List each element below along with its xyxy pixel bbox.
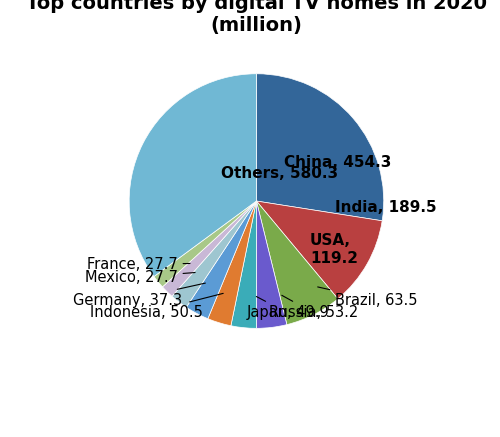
Wedge shape: [208, 201, 256, 326]
Wedge shape: [172, 201, 256, 307]
Text: Others, 580.3: Others, 580.3: [221, 166, 338, 180]
Wedge shape: [231, 201, 256, 328]
Wedge shape: [256, 201, 382, 299]
Text: Indonesia, 50.5: Indonesia, 50.5: [90, 293, 223, 320]
Text: Mexico, 27.7: Mexico, 27.7: [84, 270, 195, 285]
Wedge shape: [129, 74, 256, 277]
Text: Japan, 49.9: Japan, 49.9: [246, 297, 329, 320]
Wedge shape: [256, 201, 338, 325]
Wedge shape: [154, 201, 256, 287]
Text: France, 27.7: France, 27.7: [87, 257, 190, 272]
Text: Russia, 53.2: Russia, 53.2: [269, 295, 358, 320]
Title: Top countries by digital TV homes in 2020
(million): Top countries by digital TV homes in 202…: [26, 0, 487, 35]
Text: USA,
119.2: USA, 119.2: [310, 233, 358, 266]
Wedge shape: [256, 201, 287, 328]
Text: India, 189.5: India, 189.5: [336, 200, 437, 215]
Wedge shape: [256, 74, 384, 221]
Text: China, 454.3: China, 454.3: [284, 156, 392, 170]
Text: Germany, 37.3: Germany, 37.3: [74, 283, 206, 308]
Text: Brazil, 63.5: Brazil, 63.5: [318, 287, 418, 308]
Wedge shape: [186, 201, 256, 319]
Wedge shape: [162, 201, 256, 296]
